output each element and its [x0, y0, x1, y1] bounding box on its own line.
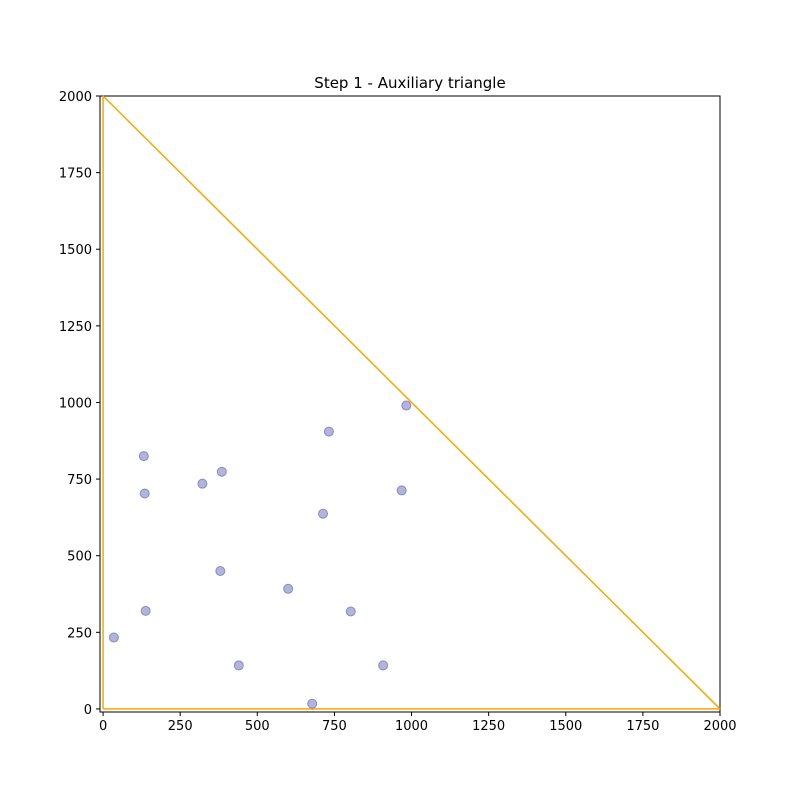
data-point: [138, 451, 149, 462]
y-tick-label: 0: [84, 703, 92, 718]
plot-frame: [99, 95, 721, 713]
data-point: [323, 426, 334, 437]
x-tick-label: 1250: [472, 719, 505, 734]
data-point: [378, 660, 389, 671]
x-axis: 0 250 500 750 1000 1250 1500 1750 2000: [99, 712, 737, 734]
x-tick-label: 250: [168, 719, 193, 734]
data-point: [283, 583, 294, 594]
data-point: [108, 632, 119, 643]
data-point: [307, 698, 318, 709]
data-point: [345, 606, 356, 617]
data-point: [233, 660, 244, 671]
x-tick-label: 750: [322, 719, 347, 734]
data-point: [318, 508, 329, 519]
y-tick-label: 1250: [59, 320, 92, 335]
points-layer: [108, 400, 412, 709]
y-axis: 0 250 500 750 1000 1250 1500 1750 2000: [59, 90, 100, 718]
data-point: [139, 488, 150, 499]
triangle-layer: [102, 95, 721, 710]
x-tick-label: 0: [99, 719, 107, 734]
y-tick-label: 2000: [59, 90, 92, 105]
triangle-edge: [102, 95, 721, 710]
x-tick-label: 1000: [395, 719, 428, 734]
x-tick-label: 500: [245, 719, 270, 734]
y-tick-label: 1500: [59, 243, 92, 258]
y-tick-label: 250: [67, 626, 92, 641]
y-tick-label: 1750: [59, 167, 92, 182]
x-tick-label: 2000: [703, 719, 736, 734]
x-tick-label: 1500: [549, 719, 582, 734]
data-point: [197, 478, 208, 489]
data-point: [396, 485, 407, 496]
data-point: [401, 400, 412, 411]
y-tick-label: 500: [67, 550, 92, 565]
chart-title: Step 1 - Auxiliary triangle: [314, 74, 505, 92]
y-tick-label: 750: [67, 473, 92, 488]
data-point: [215, 566, 226, 577]
data-point: [216, 466, 227, 477]
y-tick-label: 1000: [59, 396, 92, 411]
x-tick-label: 1750: [626, 719, 659, 734]
data-point: [140, 605, 151, 616]
